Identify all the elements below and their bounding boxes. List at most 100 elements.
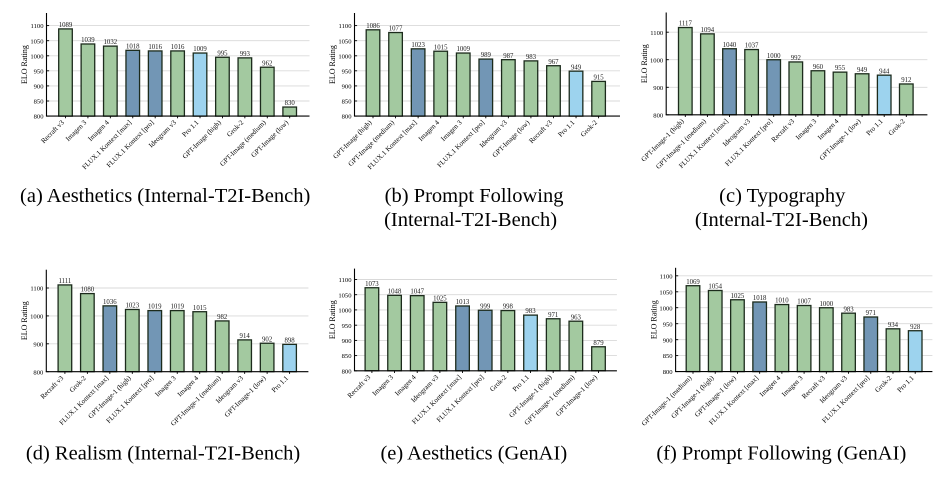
svg-text:1000: 1000 (30, 53, 44, 60)
svg-text:900: 900 (663, 337, 674, 344)
svg-text:1016: 1016 (171, 44, 185, 51)
svg-text:800: 800 (34, 114, 45, 121)
svg-text:1015: 1015 (193, 305, 207, 312)
svg-text:1000: 1000 (659, 305, 673, 312)
svg-text:1018: 1018 (753, 295, 767, 302)
svg-text:995: 995 (217, 50, 228, 57)
svg-text:1100: 1100 (339, 277, 353, 284)
svg-text:900: 900 (653, 85, 664, 92)
svg-text:800: 800 (342, 114, 353, 121)
svg-text:1037: 1037 (745, 43, 759, 50)
svg-text:1025: 1025 (731, 293, 745, 300)
svg-text:879: 879 (593, 340, 604, 347)
svg-text:ELO Rating: ELO Rating (649, 300, 658, 339)
svg-text:902: 902 (262, 336, 273, 343)
svg-text:ELO Rating: ELO Rating (20, 301, 29, 340)
svg-text:962: 962 (262, 60, 273, 67)
svg-text:1077: 1077 (389, 26, 403, 33)
svg-text:850: 850 (342, 99, 353, 106)
svg-text:800: 800 (342, 368, 353, 375)
svg-text:912: 912 (901, 77, 912, 84)
svg-text:1111: 1111 (58, 278, 71, 285)
svg-text:950: 950 (342, 68, 353, 75)
svg-text:(e) Aesthetics (GenAI): (e) Aesthetics (GenAI) (380, 442, 567, 464)
svg-text:1050: 1050 (659, 289, 673, 296)
svg-text:1000: 1000 (30, 314, 44, 321)
svg-text:1100: 1100 (650, 30, 664, 37)
svg-text:992: 992 (791, 55, 802, 62)
svg-text:989: 989 (481, 52, 492, 59)
svg-text:983: 983 (525, 308, 536, 315)
svg-text:950: 950 (34, 68, 45, 75)
svg-text:830: 830 (285, 100, 296, 107)
svg-text:1009: 1009 (193, 46, 207, 53)
svg-text:1000: 1000 (338, 308, 352, 315)
svg-text:1019: 1019 (148, 304, 162, 311)
svg-text:1080: 1080 (81, 287, 95, 294)
svg-text:(a) Aesthetics (Internal-T2I-B: (a) Aesthetics (Internal-T2I-Bench) (20, 185, 310, 207)
svg-text:1036: 1036 (103, 299, 117, 306)
svg-text:914: 914 (240, 333, 251, 340)
svg-text:(Internal-T2I-Bench): (Internal-T2I-Bench) (695, 209, 868, 231)
svg-text:1047: 1047 (410, 289, 424, 296)
svg-text:1039: 1039 (81, 37, 95, 44)
svg-text:1069: 1069 (686, 279, 700, 286)
svg-text:ELO Rating: ELO Rating (640, 44, 649, 83)
svg-text:1007: 1007 (797, 299, 811, 306)
svg-text:1040: 1040 (723, 42, 737, 49)
svg-text:(b) Prompt Following: (b) Prompt Following (385, 185, 564, 207)
svg-text:1100: 1100 (31, 23, 45, 30)
svg-text:934: 934 (888, 322, 899, 329)
svg-text:1117: 1117 (679, 21, 693, 28)
svg-text:(f) Prompt Following (GenAI): (f) Prompt Following (GenAI) (656, 442, 906, 464)
svg-text:900: 900 (342, 84, 353, 91)
svg-text:950: 950 (663, 321, 674, 328)
svg-text:800: 800 (663, 369, 674, 376)
svg-text:(d) Realism (Internal-T2I-Benc: (d) Realism (Internal-T2I-Bench) (26, 442, 300, 464)
svg-text:987: 987 (503, 53, 514, 60)
svg-text:960: 960 (813, 64, 824, 71)
svg-text:1009: 1009 (456, 46, 470, 53)
svg-text:1094: 1094 (701, 27, 715, 34)
svg-text:1086: 1086 (366, 23, 380, 30)
svg-text:1100: 1100 (30, 286, 44, 293)
svg-text:850: 850 (34, 99, 45, 106)
svg-text:1054: 1054 (708, 284, 722, 291)
svg-text:850: 850 (663, 353, 674, 360)
svg-text:850: 850 (342, 353, 353, 360)
svg-text:1100: 1100 (339, 23, 353, 30)
svg-text:971: 971 (548, 312, 558, 319)
svg-text:944: 944 (879, 68, 890, 75)
svg-text:1032: 1032 (104, 39, 118, 46)
svg-text:800: 800 (33, 369, 44, 376)
svg-text:949: 949 (571, 64, 582, 71)
svg-text:915: 915 (593, 75, 604, 82)
svg-text:955: 955 (835, 65, 846, 72)
svg-text:983: 983 (526, 54, 537, 61)
svg-text:971: 971 (866, 310, 876, 317)
svg-text:900: 900 (34, 84, 45, 91)
svg-text:ELO Rating: ELO Rating (328, 300, 337, 339)
svg-text:1000: 1000 (650, 57, 664, 64)
svg-text:1023: 1023 (126, 303, 140, 310)
svg-text:963: 963 (571, 314, 582, 321)
svg-text:1089: 1089 (59, 22, 73, 29)
svg-text:1015: 1015 (434, 44, 448, 51)
svg-text:999: 999 (480, 303, 491, 310)
svg-text:1000: 1000 (767, 53, 781, 60)
svg-text:1000: 1000 (338, 53, 352, 60)
svg-text:1100: 1100 (660, 273, 674, 280)
svg-text:800: 800 (653, 112, 664, 119)
svg-text:1018: 1018 (126, 43, 140, 50)
svg-text:1019: 1019 (170, 304, 184, 311)
svg-text:900: 900 (342, 338, 353, 345)
svg-text:1073: 1073 (365, 281, 379, 288)
svg-text:ELO Rating: ELO Rating (20, 45, 29, 84)
svg-text:967: 967 (548, 59, 559, 66)
svg-text:1050: 1050 (30, 38, 44, 45)
svg-text:1010: 1010 (775, 298, 789, 305)
svg-text:993: 993 (240, 51, 251, 58)
svg-text:1000: 1000 (820, 301, 834, 308)
svg-text:ELO Rating: ELO Rating (328, 45, 337, 84)
svg-text:1023: 1023 (411, 42, 425, 49)
